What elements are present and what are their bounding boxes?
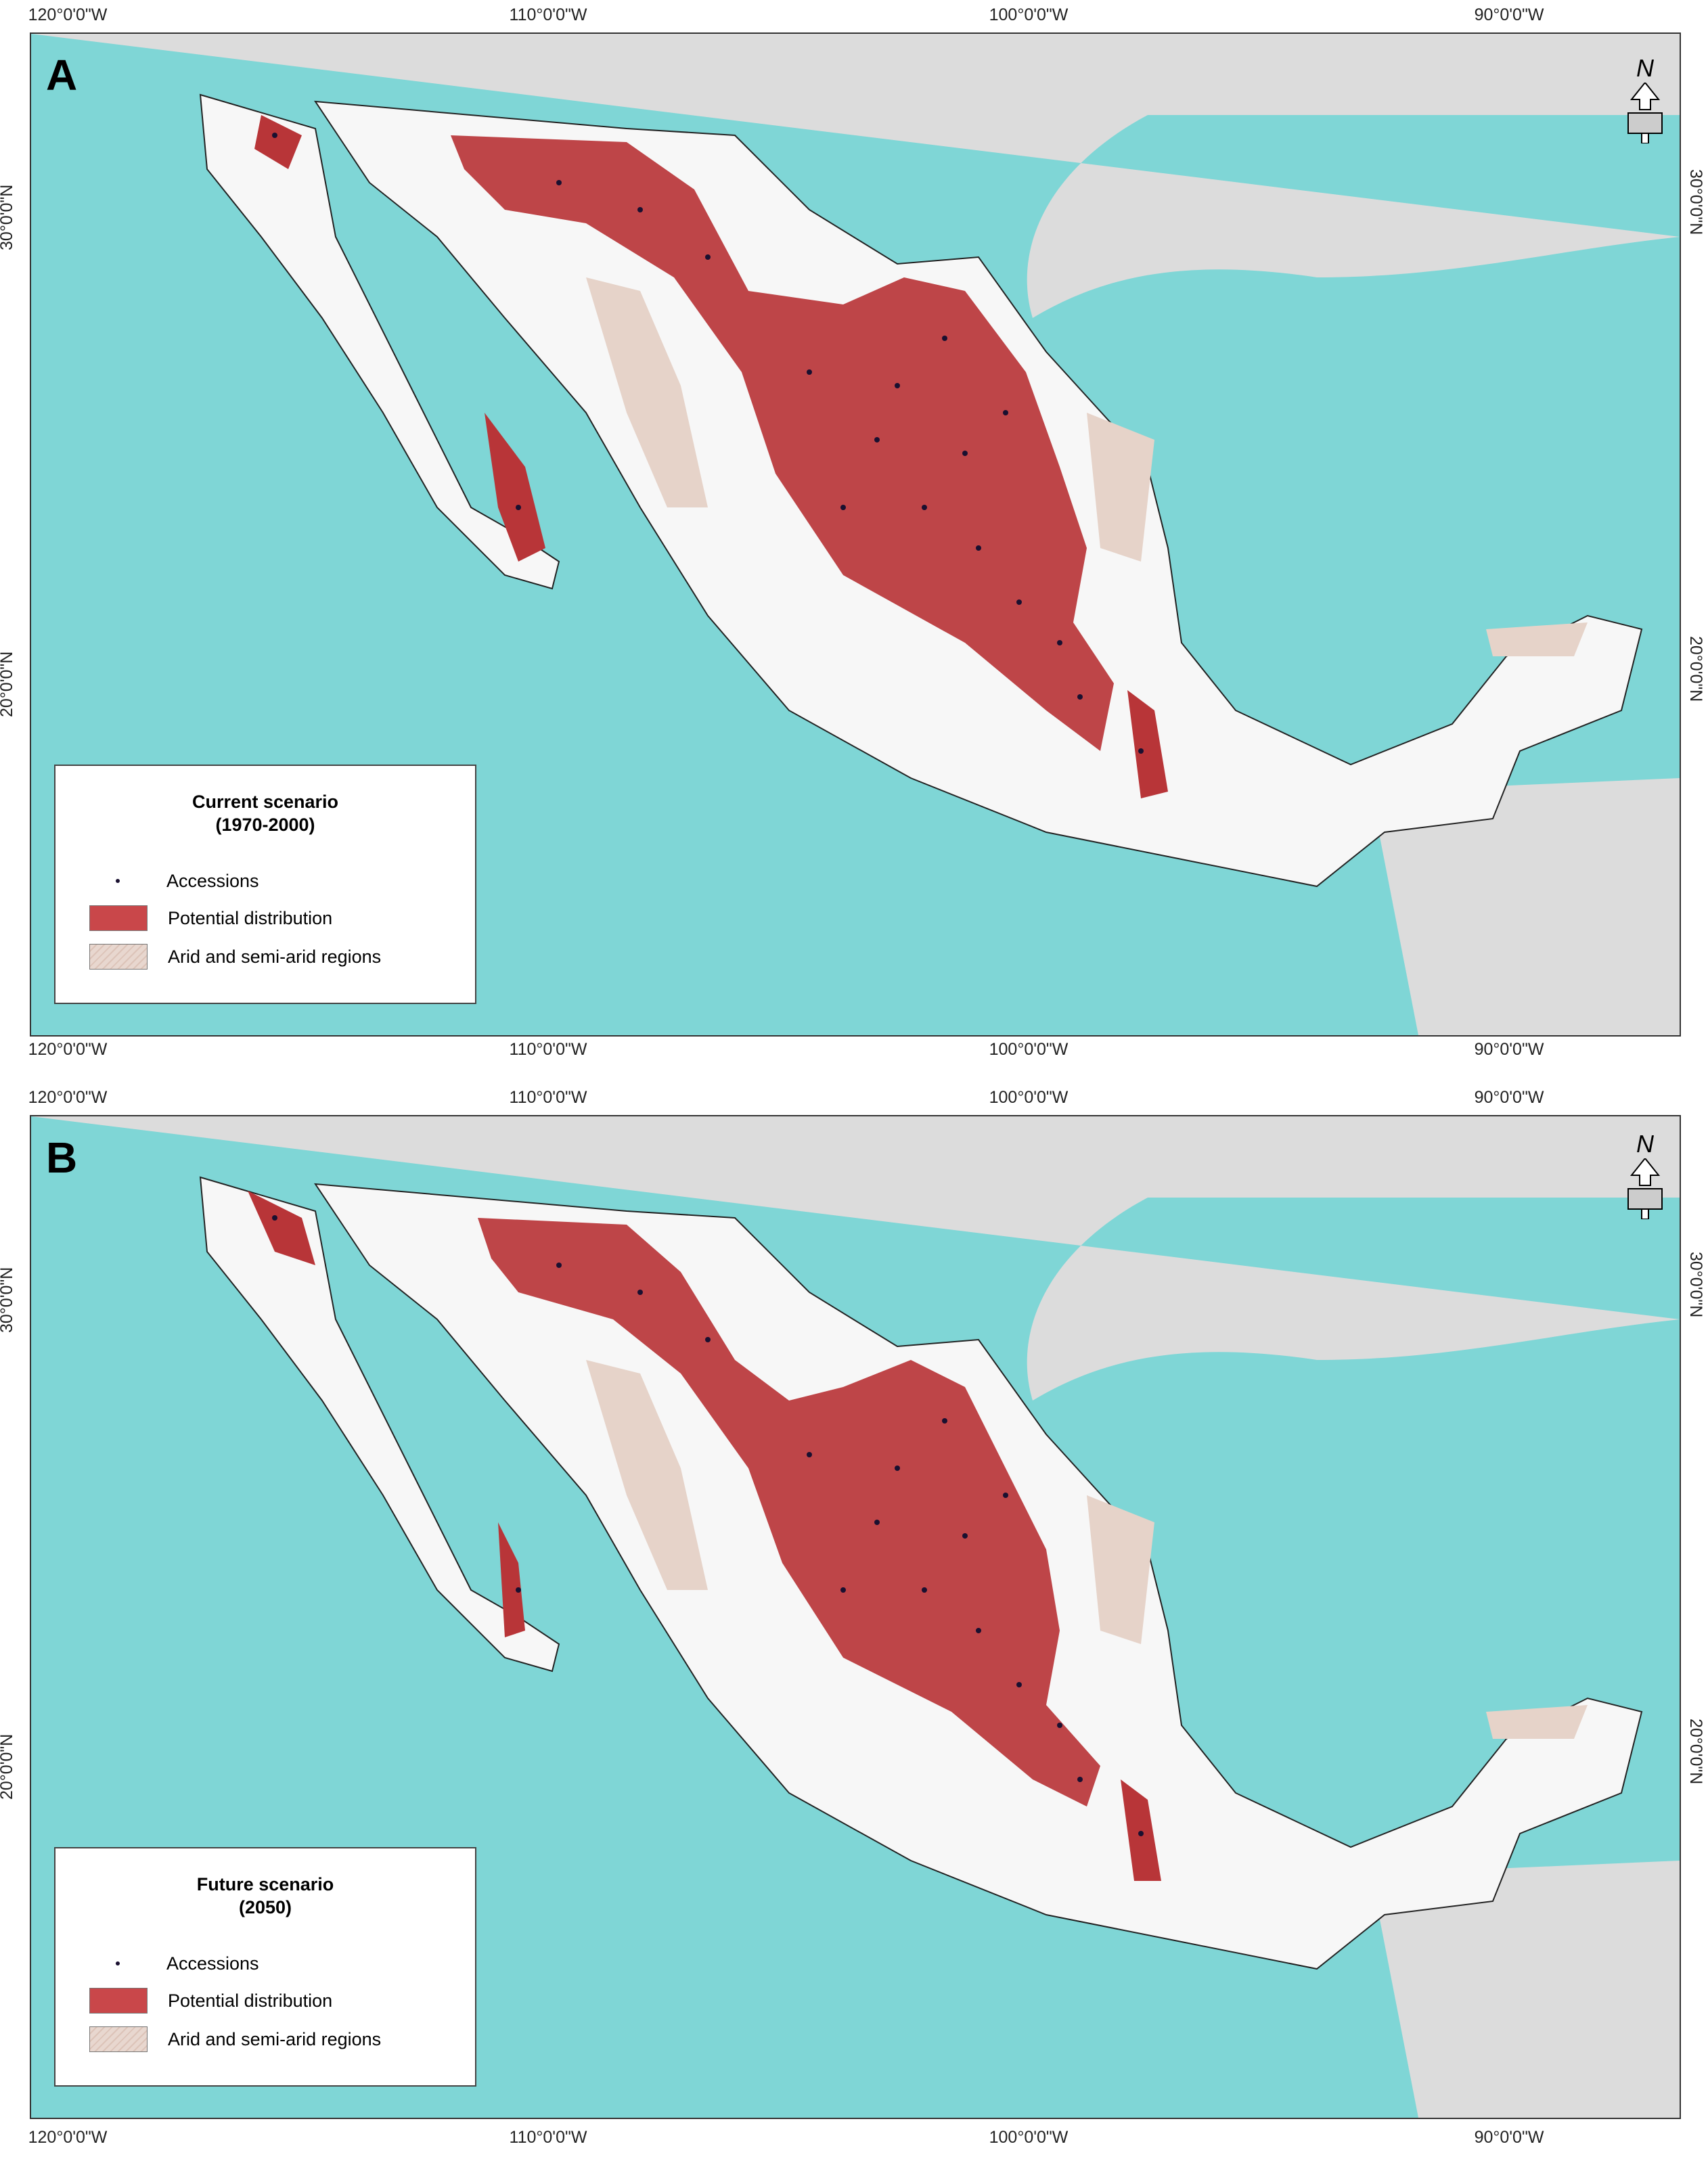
map-panel-b: 120°0'0"W 110°0'0"W 100°0'0"W 90°0'0"W <box>0 1083 1708 2159</box>
north-america-land <box>31 34 1680 318</box>
arid-regions-swatch <box>89 2026 148 2052</box>
top-longitude-120: 120°0'0"W <box>28 1088 108 1107</box>
top-longitude-90: 90°0'0"W <box>1474 5 1544 24</box>
potential-distribution-swatch <box>89 905 148 931</box>
central-america-land <box>1371 1861 1680 2118</box>
arid-region-tamaulipas <box>1087 1495 1154 1644</box>
potential-distribution-swatch <box>89 1988 148 2014</box>
left-latitude-20: 20°0'0"N <box>0 1733 16 1800</box>
right-latitude-30: 30°0'0"N <box>1686 1252 1705 1318</box>
potential-distribution-north <box>451 135 1114 751</box>
north-arrow-icon <box>1627 1157 1663 1220</box>
baja-california <box>199 93 560 590</box>
legend-b: Future scenario (2050) Accessions Potent… <box>54 1847 476 2087</box>
right-latitude-20: 20°0'0"N <box>1686 636 1705 702</box>
potential-distribution-north <box>478 1218 1100 1806</box>
top-longitude-90: 90°0'0"W <box>1474 1088 1544 1107</box>
north-arrow-icon <box>1627 81 1663 144</box>
left-latitude-30: 30°0'0"N <box>0 184 16 250</box>
accession-symbol <box>89 879 146 883</box>
arid-region-sonora <box>586 1360 708 1590</box>
north-arrow: N <box>1621 1130 1669 1220</box>
bottom-longitude-120: 120°0'0"W <box>28 1040 108 1059</box>
top-longitude-110: 110°0'0"W <box>509 5 587 24</box>
left-latitude-30: 30°0'0"N <box>0 1267 16 1333</box>
top-longitude-120: 120°0'0"W <box>28 5 108 24</box>
top-longitude-100: 100°0'0"W <box>989 1088 1069 1107</box>
potential-distribution-baja-south <box>485 413 545 562</box>
top-longitude-100: 100°0'0"W <box>989 5 1069 24</box>
arid-regions-swatch <box>89 944 148 970</box>
right-latitude-20: 20°0'0"N <box>1686 1719 1705 1785</box>
north-label: N <box>1636 1130 1654 1158</box>
bottom-longitude-110: 110°0'0"W <box>509 1040 587 1059</box>
arid-region-tamaulipas <box>1087 413 1154 562</box>
panel-label-a: A <box>46 51 78 99</box>
potential-distribution-veracruz <box>1121 1779 1161 1881</box>
potential-distribution-veracruz <box>1127 690 1168 798</box>
map-frame: A N Current scenario (1970-2000) Accessi… <box>30 32 1681 1037</box>
north-label: N <box>1636 54 1654 82</box>
top-longitude-110: 110°0'0"W <box>509 1088 587 1107</box>
central-america-land <box>1371 778 1680 1035</box>
legend-item-arid-regions: Arid and semi-arid regions <box>89 2026 381 2053</box>
legend-item-accessions: Accessions <box>89 1950 259 1977</box>
legend-item-potential-distribution: Potential distribution <box>89 1987 332 2014</box>
arid-region-sonora <box>586 277 708 507</box>
right-latitude-30: 30°0'0"N <box>1686 169 1705 235</box>
legend-item-arid-regions: Arid and semi-arid regions <box>89 943 381 970</box>
map-frame: B N Future scenario (2050) Accessions Po… <box>30 1115 1681 2119</box>
accession-points <box>272 133 1144 754</box>
potential-distribution-baja-south <box>498 1522 525 1637</box>
bottom-longitude-120: 120°0'0"W <box>28 2128 108 2147</box>
panel-label-b: B <box>46 1133 78 1182</box>
legend-item-accessions: Accessions <box>89 867 259 894</box>
bottom-longitude-110: 110°0'0"W <box>509 2128 587 2147</box>
north-america-land <box>31 1116 1680 1401</box>
bottom-longitude-90: 90°0'0"W <box>1474 2128 1544 2147</box>
arid-region-yucatan <box>1486 1705 1588 1739</box>
potential-distribution-baja-north <box>248 1191 315 1265</box>
legend-title: Current scenario (1970-2000) <box>192 792 339 835</box>
legend-a: Current scenario (1970-2000) Accessions … <box>54 765 476 1004</box>
north-arrow: N <box>1621 54 1669 144</box>
baja-california <box>199 1176 560 1673</box>
left-latitude-20: 20°0'0"N <box>0 651 16 717</box>
accession-points <box>272 1215 1144 1836</box>
legend-title: Future scenario (2050) <box>196 1874 334 1917</box>
accession-symbol <box>89 1961 146 1965</box>
legend-item-potential-distribution: Potential distribution <box>89 905 332 932</box>
bottom-longitude-100: 100°0'0"W <box>989 2128 1069 2147</box>
bottom-longitude-100: 100°0'0"W <box>989 1040 1069 1059</box>
bottom-longitude-90: 90°0'0"W <box>1474 1040 1544 1059</box>
arid-region-yucatan <box>1486 622 1588 656</box>
potential-distribution-baja-north <box>254 115 302 169</box>
map-panel-a: 120°0'0"W 110°0'0"W 100°0'0"W 90°0'0"W <box>0 0 1708 1079</box>
